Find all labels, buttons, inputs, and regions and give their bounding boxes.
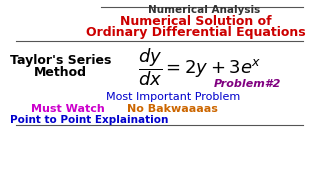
Text: Must Watch: Must Watch bbox=[31, 104, 105, 114]
Text: Ordinary Differential Equations: Ordinary Differential Equations bbox=[85, 26, 305, 39]
Text: Taylor's Series: Taylor's Series bbox=[10, 53, 111, 66]
Text: No Bakwaaaas: No Bakwaaaas bbox=[127, 104, 218, 114]
Text: Numerical Analysis: Numerical Analysis bbox=[148, 5, 260, 15]
Text: Point to Point Explaination: Point to Point Explaination bbox=[10, 115, 169, 125]
Text: Method: Method bbox=[34, 66, 87, 78]
Text: Most Important Problem: Most Important Problem bbox=[106, 92, 240, 102]
Text: Problem#2: Problem#2 bbox=[214, 79, 281, 89]
Text: Numerical Solution of: Numerical Solution of bbox=[120, 15, 271, 28]
Text: $\dfrac{dy}{dx} = 2y + 3e^x$: $\dfrac{dy}{dx} = 2y + 3e^x$ bbox=[138, 46, 262, 88]
